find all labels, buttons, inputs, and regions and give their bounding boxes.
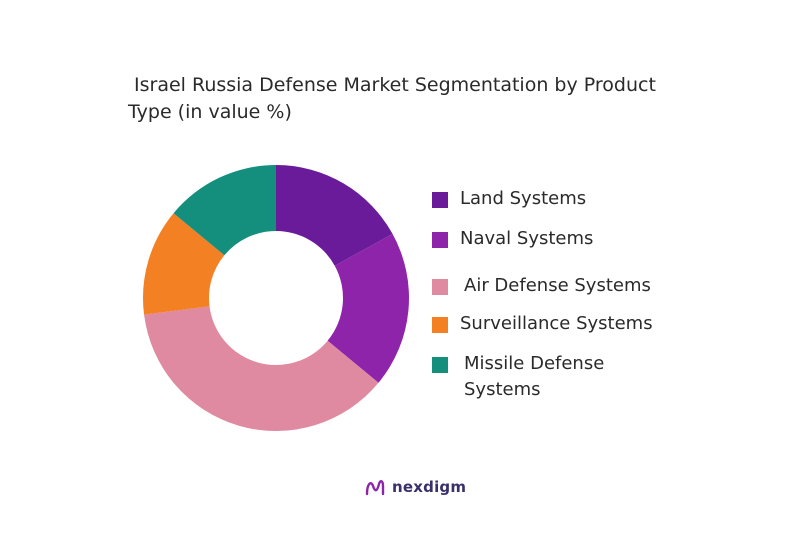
nexdigm-logo-icon (365, 480, 385, 496)
legend-label-land-systems: Land Systems (460, 188, 587, 209)
slice-surveillance-systems (143, 213, 225, 315)
legend-label-missile-defense-systems: Missile Defense Systems (464, 353, 605, 400)
donut-slices (143, 165, 410, 431)
brand-logo: nexdigm (364, 474, 466, 500)
legend-swatch-air-defense-systems (432, 279, 448, 295)
legend-swatch-naval-systems (432, 232, 448, 248)
brand-name: nexdigm (392, 478, 467, 496)
legend-label-surveillance-systems: Surveillance Systems (460, 313, 653, 334)
legend-label-naval-systems: Naval Systems (460, 228, 594, 249)
slice-air-defense-systems (144, 306, 379, 431)
chart-title: Israel Russia Defense Market Segmentatio… (128, 72, 688, 126)
slice-land-systems (276, 165, 393, 266)
slice-missile-defense-systems (173, 165, 276, 256)
chart-title-line2: Type (in value %) (128, 101, 292, 123)
slice-naval-systems (327, 233, 410, 383)
legend-swatch-missile-defense-systems (432, 357, 448, 373)
legend-swatch-land-systems (432, 192, 448, 208)
chart-title-line1: Israel Russia Defense Market Segmentatio… (134, 74, 656, 96)
legend-swatch-surveillance-systems (432, 317, 448, 333)
legend-label-air-defense-systems: Air Defense Systems (464, 275, 651, 296)
